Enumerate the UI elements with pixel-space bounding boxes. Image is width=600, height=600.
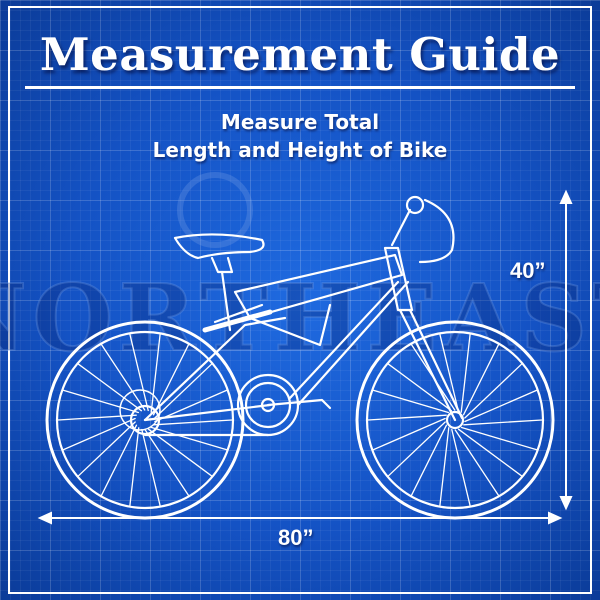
page-title: Measurement Guide bbox=[39, 28, 561, 81]
height-arrow bbox=[559, 189, 573, 511]
spoke bbox=[62, 417, 136, 451]
seat bbox=[173, 233, 265, 332]
spoke bbox=[457, 428, 523, 477]
spoke bbox=[100, 424, 138, 496]
spoke bbox=[439, 427, 450, 507]
spoke bbox=[387, 363, 453, 412]
spoke bbox=[57, 414, 137, 421]
length-arrow bbox=[37, 511, 563, 525]
spoke bbox=[129, 427, 140, 507]
spoke bbox=[141, 428, 161, 507]
spoke bbox=[147, 428, 213, 477]
height-label: 40” bbox=[510, 258, 546, 283]
spoke bbox=[463, 419, 543, 426]
subtitle-line-2: Length and Height of Bike bbox=[152, 138, 448, 162]
title-underline bbox=[25, 86, 575, 89]
fork-and-handlebar bbox=[383, 195, 464, 422]
frame bbox=[143, 253, 410, 422]
length-label: 80” bbox=[278, 525, 314, 550]
crankset bbox=[119, 373, 332, 437]
spoke bbox=[410, 424, 448, 496]
spoke bbox=[462, 344, 500, 416]
svg-text:NORTHEAST: NORTHEAST bbox=[0, 264, 600, 372]
front-wheel bbox=[355, 320, 555, 520]
subtitle-line-1: Measure Total bbox=[220, 110, 380, 134]
spoke bbox=[464, 363, 523, 419]
border-frame bbox=[8, 6, 592, 594]
spoke bbox=[154, 363, 213, 419]
spoke bbox=[62, 389, 140, 414]
spoke bbox=[454, 429, 500, 496]
spoke bbox=[451, 428, 471, 507]
spoke bbox=[372, 389, 450, 414]
spoke bbox=[387, 421, 446, 477]
spoke bbox=[367, 414, 447, 421]
spoke bbox=[460, 426, 538, 451]
spoke bbox=[129, 333, 149, 412]
spoke bbox=[372, 417, 446, 451]
spoke bbox=[464, 389, 538, 423]
spoke bbox=[77, 421, 136, 477]
spoke bbox=[144, 429, 190, 496]
spoke bbox=[150, 426, 228, 451]
spoke bbox=[439, 333, 459, 412]
spoke bbox=[100, 344, 146, 411]
spoke bbox=[153, 419, 233, 426]
spoke bbox=[77, 363, 143, 412]
spoke bbox=[460, 333, 471, 413]
spoke bbox=[150, 333, 161, 413]
